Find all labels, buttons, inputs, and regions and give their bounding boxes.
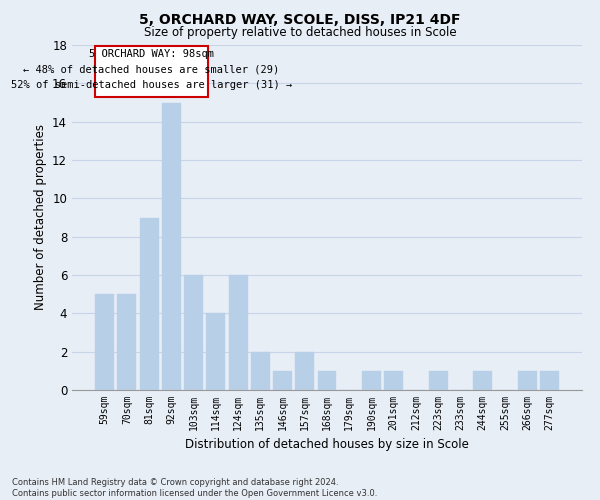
FancyBboxPatch shape bbox=[95, 46, 208, 97]
Bar bbox=[251, 352, 270, 390]
Bar bbox=[295, 352, 314, 390]
Bar bbox=[184, 275, 203, 390]
Bar bbox=[362, 371, 381, 390]
X-axis label: Distribution of detached houses by size in Scole: Distribution of detached houses by size … bbox=[185, 438, 469, 452]
Bar bbox=[206, 314, 225, 390]
Text: 5, ORCHARD WAY, SCOLE, DISS, IP21 4DF: 5, ORCHARD WAY, SCOLE, DISS, IP21 4DF bbox=[139, 12, 461, 26]
Text: Size of property relative to detached houses in Scole: Size of property relative to detached ho… bbox=[143, 26, 457, 39]
Y-axis label: Number of detached properties: Number of detached properties bbox=[34, 124, 47, 310]
Bar bbox=[229, 275, 248, 390]
Bar bbox=[118, 294, 136, 390]
Text: ← 48% of detached houses are smaller (29): ← 48% of detached houses are smaller (29… bbox=[23, 64, 280, 74]
Bar bbox=[140, 218, 158, 390]
Bar bbox=[95, 294, 114, 390]
Bar bbox=[162, 102, 181, 390]
Bar bbox=[317, 371, 337, 390]
Bar bbox=[518, 371, 536, 390]
Bar bbox=[384, 371, 403, 390]
Text: 52% of semi-detached houses are larger (31) →: 52% of semi-detached houses are larger (… bbox=[11, 80, 292, 90]
Text: 5 ORCHARD WAY: 98sqm: 5 ORCHARD WAY: 98sqm bbox=[89, 49, 214, 59]
Bar bbox=[540, 371, 559, 390]
Bar bbox=[473, 371, 492, 390]
Bar bbox=[429, 371, 448, 390]
Text: Contains HM Land Registry data © Crown copyright and database right 2024.
Contai: Contains HM Land Registry data © Crown c… bbox=[12, 478, 377, 498]
Bar bbox=[273, 371, 292, 390]
